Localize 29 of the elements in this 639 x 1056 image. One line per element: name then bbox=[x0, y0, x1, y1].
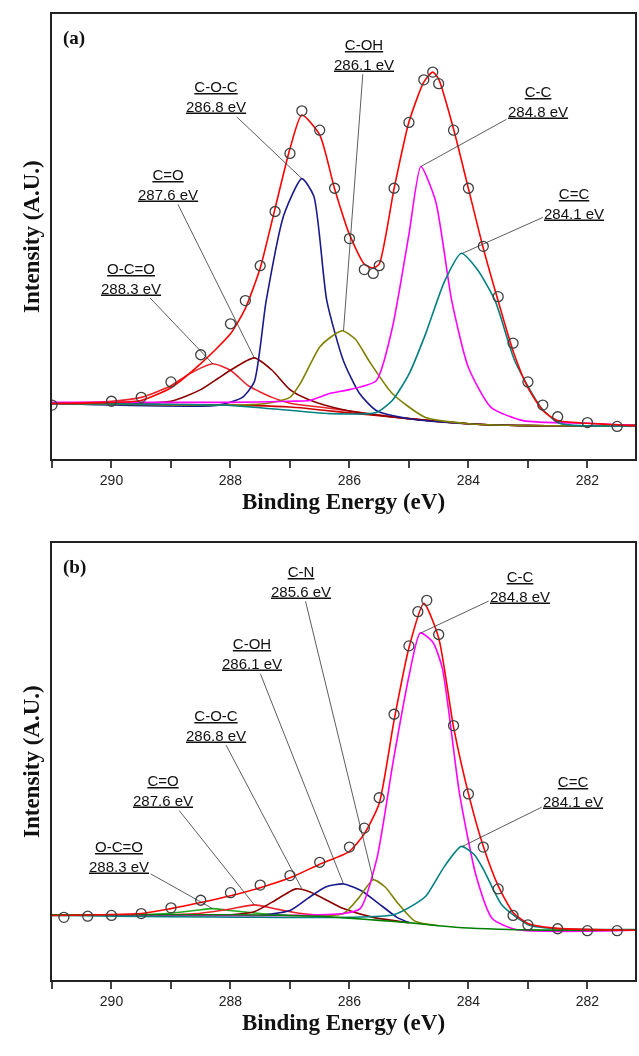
x-tick-label: 288 bbox=[218, 992, 243, 1009]
annotation: C-OH 286.1 eV bbox=[334, 36, 395, 73]
annotation: C-C 284.8 eV bbox=[490, 568, 551, 605]
y-axis-title: Intensity (A.U.) bbox=[19, 685, 45, 839]
x-tick-label: 284 bbox=[456, 992, 481, 1009]
x-tick-label: 284 bbox=[456, 471, 481, 488]
annotation: C-C 284.8 eV bbox=[508, 83, 569, 120]
x-tick-label: 286 bbox=[337, 471, 362, 488]
x-tick-label: 282 bbox=[575, 992, 600, 1009]
annotation: O-C=O 288.3 eV bbox=[89, 838, 150, 875]
x-tick-label: 290 bbox=[99, 471, 124, 488]
annotation: C=C 284.1 eV bbox=[543, 773, 604, 810]
text: (b) bbox=[63, 556, 87, 578]
x-tick-label: 290 bbox=[99, 992, 124, 1009]
annotation: C=O 287.6 eV bbox=[138, 166, 199, 203]
x-axis-title: Binding Energy (eV) bbox=[241, 488, 446, 514]
x-axis-title: Binding Energy (eV) bbox=[241, 1009, 446, 1035]
annotation: C-O-C 286.8 eV bbox=[186, 78, 247, 115]
x-tick-label: 286 bbox=[337, 992, 362, 1009]
x-tick-label: 288 bbox=[218, 471, 243, 488]
annotation: C-N 285.6 eV bbox=[271, 563, 332, 600]
x-tick-label: 282 bbox=[575, 471, 600, 488]
annotation: C-O-C 286.8 eV bbox=[186, 707, 247, 744]
annotation: C-OH 286.1 eV bbox=[222, 635, 283, 672]
annotation: O-C=O 288.3 eV bbox=[101, 260, 162, 297]
annotation: C=C 284.1 eV bbox=[544, 185, 605, 222]
y-axis-title: Intensity (A.U.) bbox=[19, 160, 45, 314]
text: (a) bbox=[63, 27, 86, 49]
annotation: C=O 287.6 eV bbox=[133, 772, 194, 809]
